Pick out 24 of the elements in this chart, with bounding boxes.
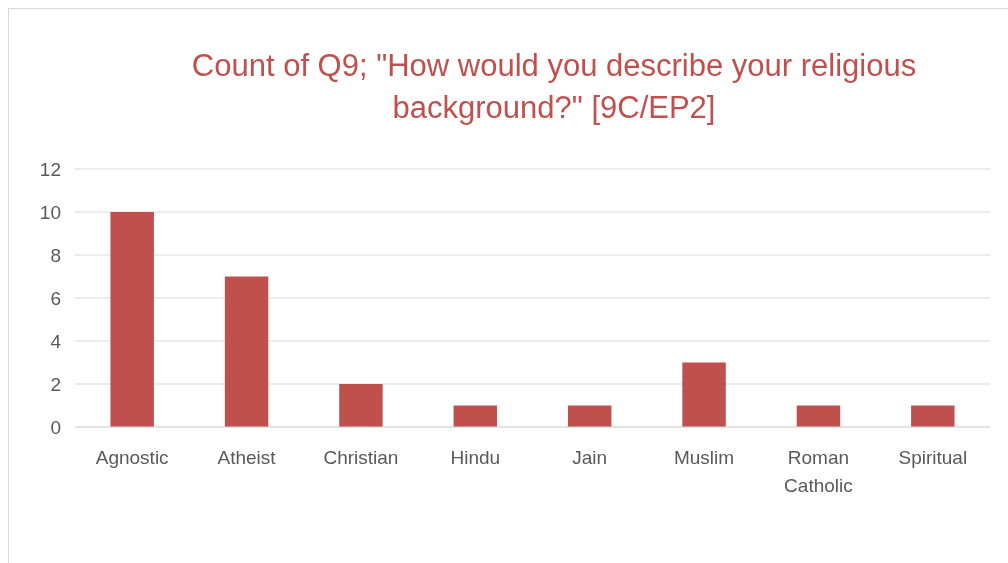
y-tick-label: 4 [50,330,62,352]
x-tick-label: Jain [572,447,608,468]
bar [911,405,955,427]
y-tick-label: 0 [50,416,61,438]
bar [796,405,841,427]
x-tick-label: Christian [323,447,399,468]
y-tick-label: 12 [39,158,61,180]
bar [567,405,612,427]
chart-title: Count of Q9; "How would you describe your religious background?" [9C/EP2] [191,48,917,125]
bar [110,212,154,427]
x-tick-label: Muslim [673,447,735,468]
bar [682,362,726,427]
x-tick-label: Atheist [217,447,277,468]
bar [224,276,269,427]
x-tick-label: Agnostic [95,447,169,468]
x-tick-label: Roman Catholic [784,447,853,496]
y-tick-label: 8 [50,244,61,266]
bar [339,384,383,427]
x-tick-label: Hindu [450,447,501,468]
x-tick-label: Spiritual [898,447,968,468]
bar [453,405,498,427]
y-tick-label: 10 [39,201,61,223]
y-tick-label: 2 [50,373,61,395]
y-tick-label: 6 [50,287,61,309]
